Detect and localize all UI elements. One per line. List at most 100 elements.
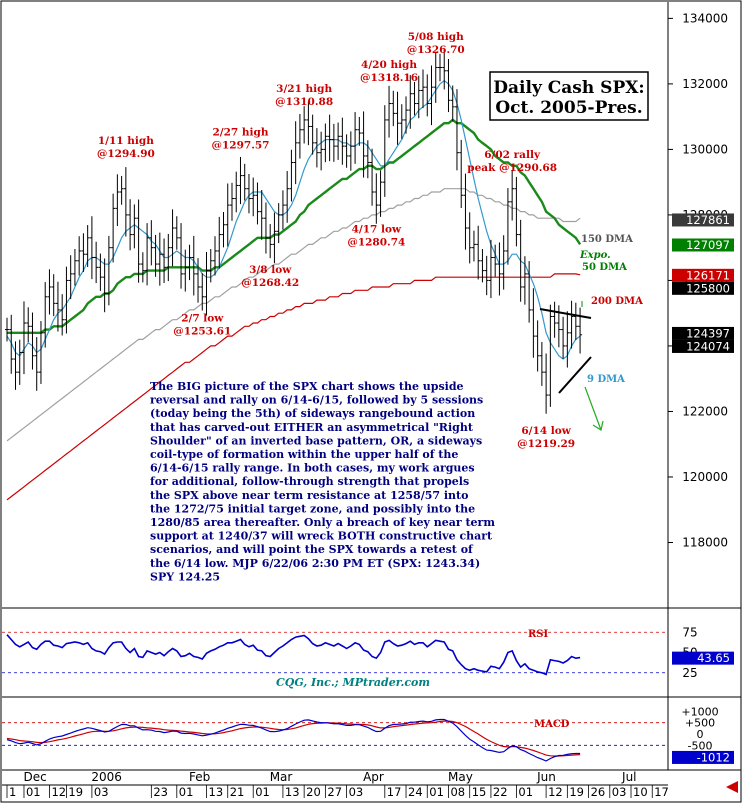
chart-title-line2: Oct. 2005-Pres. <box>495 98 642 118</box>
price-bar <box>437 53 442 82</box>
price-bar <box>480 248 485 283</box>
price-level-box: 127861 <box>672 213 734 227</box>
annotation-value: @1294.90 <box>97 148 155 160</box>
macd-label: MACD <box>534 719 570 730</box>
price-bar <box>43 282 48 348</box>
price-level-value: 126171 <box>686 268 730 282</box>
day-labels: 1 01 12 19 03 23 01 13 21 01 13 20 27 03 17 24 01 08 15 22 0… <box>6 785 669 799</box>
price-bar <box>505 188 510 265</box>
day-label: 10 <box>633 785 648 799</box>
price-bar <box>26 307 31 343</box>
price-bar <box>387 85 392 138</box>
scroll-arrow-icon[interactable] <box>726 781 738 793</box>
month-label: May <box>448 770 473 784</box>
price-bar <box>293 121 298 185</box>
price-bar <box>255 182 260 225</box>
price-bar <box>285 171 290 223</box>
price-bar <box>331 123 336 162</box>
day-label: 08 <box>450 785 465 799</box>
moving-averages <box>6 79 582 501</box>
price-bar <box>238 156 243 205</box>
dma200-line <box>6 273 581 501</box>
price-bar <box>9 314 14 374</box>
macd-tick-label: -500 <box>688 739 713 752</box>
macd-lines <box>6 718 581 762</box>
price-bar <box>484 255 489 296</box>
price-bar <box>395 91 400 145</box>
price-bar <box>365 140 370 179</box>
commentary-text: The BIG picture of the SPX chart shows t… <box>150 380 495 583</box>
price-bar <box>47 269 52 315</box>
price-bar <box>77 236 82 276</box>
price-bar <box>60 294 65 336</box>
price-bar <box>527 261 532 323</box>
price-bar <box>552 301 557 338</box>
day-label: 01 <box>518 785 533 799</box>
annotation-value: @1318.16 <box>360 72 418 84</box>
price-bar <box>488 239 493 299</box>
annotation-value: @1326.70 <box>407 44 465 56</box>
price-level-value: 127097 <box>686 238 730 252</box>
macd-tick-label: 0 <box>697 728 704 741</box>
price-bar <box>348 131 353 171</box>
price-bar <box>119 175 124 205</box>
day-label: 24 <box>408 785 423 799</box>
annotation-label: 6/02 rally <box>484 149 541 161</box>
price-bar <box>463 173 468 250</box>
month-label: Jun <box>536 770 556 784</box>
price-bar <box>51 274 56 317</box>
price-bar <box>514 176 519 247</box>
price-bar <box>323 123 328 163</box>
month-label: Dec <box>23 770 46 784</box>
price-level-value: 124397 <box>686 326 730 340</box>
day-label: 19 <box>68 785 83 799</box>
price-bar <box>565 311 570 368</box>
price-level-box: 125800 <box>672 281 734 295</box>
price-bar <box>421 69 426 109</box>
price-bar <box>166 233 171 282</box>
commentary-line: the 6/14 low. MJP 6/22/06 2:30 PM ET (SP… <box>150 557 480 570</box>
price-bar <box>213 236 218 276</box>
price-bar <box>302 106 307 144</box>
macd-value-bg <box>672 750 734 764</box>
annotation-value: @1297.57 <box>211 139 269 151</box>
price-bar <box>136 199 141 283</box>
month-label: Apr <box>363 770 384 784</box>
price-bar <box>353 112 358 164</box>
price-bar <box>454 89 459 171</box>
price-level-value: 124074 <box>686 339 730 353</box>
day-label: 03 <box>349 785 364 799</box>
price-level-box: 124074 <box>672 339 734 353</box>
price-tick-label: 132000 <box>682 77 728 91</box>
price-bar <box>102 258 107 313</box>
price-bar <box>412 81 417 116</box>
price-bar <box>357 116 362 146</box>
dma150-line <box>6 188 581 442</box>
macd-series <box>6 718 581 762</box>
day-label: 1 <box>9 785 16 799</box>
price-bar <box>416 75 421 119</box>
price-bar <box>425 74 430 117</box>
commentary-line: for additional, follow-through strength … <box>150 475 469 488</box>
price-bar <box>72 248 77 286</box>
annotation-value: @1268.42 <box>241 277 299 289</box>
price-tick-label: 130000 <box>682 142 728 156</box>
price-bar <box>34 337 39 391</box>
price-bar <box>259 190 264 240</box>
dma200-label: 200 DMA <box>591 296 643 307</box>
price-bar <box>446 58 451 113</box>
price-bars <box>5 48 583 414</box>
macd-tick-label: +500 <box>685 717 715 730</box>
price-bar <box>399 104 404 139</box>
price-bar <box>132 204 137 249</box>
price-bar <box>221 211 226 248</box>
price-bar <box>111 193 116 263</box>
price-bar <box>38 321 43 384</box>
price-bar <box>183 249 188 292</box>
day-label: 01 <box>26 785 41 799</box>
annotation-label: 2/27 high <box>212 126 268 138</box>
price-annotations: 1/11 high@1294.90 2/27 high@1297.57 3/21 h… <box>97 31 575 450</box>
day-label: 13 <box>209 785 224 799</box>
